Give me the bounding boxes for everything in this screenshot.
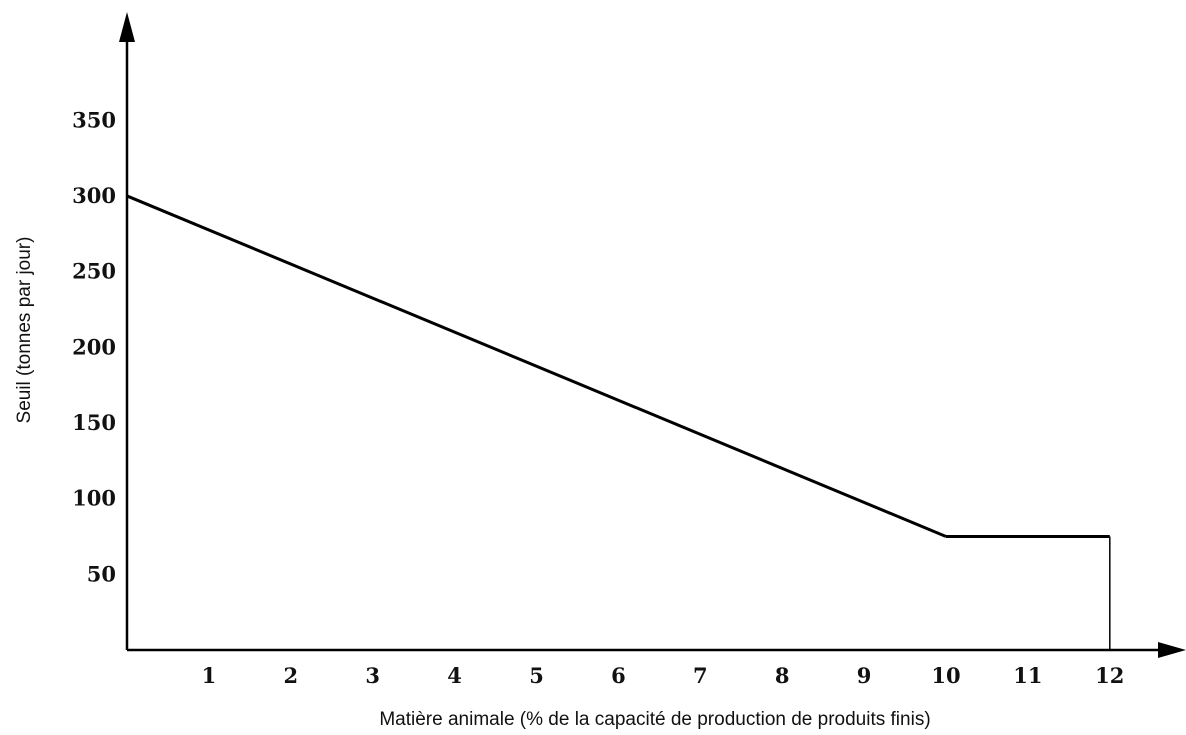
x-tick-label: 1: [202, 663, 217, 688]
x-tick-label: 7: [693, 663, 708, 688]
y-tick-label: 350: [72, 107, 116, 132]
x-axis-title: Matière animale (% de la capacité de pro…: [379, 709, 930, 730]
x-tick-label: 11: [1013, 663, 1042, 688]
series-line-segment: [126, 194, 947, 538]
y-tick-label: 150: [72, 410, 116, 435]
x-tick-label: 4: [447, 663, 462, 688]
y-axis-arrow-icon: [119, 12, 135, 42]
y-tick-labels: 50 100 150 200 250 300 350: [72, 107, 116, 586]
x-axis-arrow-icon: [1158, 642, 1186, 658]
axes: [119, 12, 1186, 658]
x-tick-label: 8: [775, 663, 790, 688]
y-tick-label: 200: [72, 334, 116, 359]
y-tick-label: 50: [87, 561, 116, 586]
x-tick-label: 5: [529, 663, 544, 688]
x-tick-label: 3: [365, 663, 380, 688]
x-tick-label: 10: [931, 663, 960, 688]
x-tick-labels: 1 2 3 4 5 6 7 8 9 10 11 12: [202, 663, 1125, 688]
x-tick-label: 12: [1095, 663, 1124, 688]
x-tick-label: 6: [611, 663, 626, 688]
x-tick-label: 9: [857, 663, 872, 688]
series-layer: [126, 194, 1111, 650]
y-tick-label: 100: [72, 486, 116, 511]
x-tick-label: 2: [283, 663, 298, 688]
y-tick-label: 250: [72, 259, 116, 284]
y-axis-title: Seuil (tonnes par jour): [14, 237, 35, 424]
y-tick-label: 300: [72, 183, 116, 208]
